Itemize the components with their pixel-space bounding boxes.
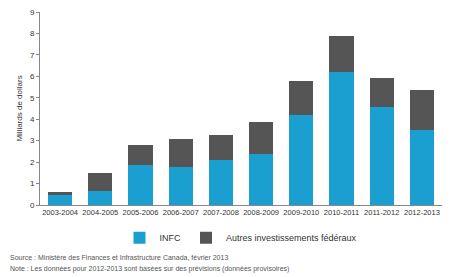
svg-text:5: 5	[30, 94, 35, 103]
svg-text:Autres investissements fédérau: Autres investissements fédéraux	[226, 233, 357, 243]
svg-text:9: 9	[30, 8, 35, 17]
svg-text:8: 8	[30, 29, 35, 38]
svg-text:2006-2007: 2006-2007	[163, 208, 199, 217]
svg-text:1: 1	[30, 179, 35, 188]
svg-text:3: 3	[30, 136, 35, 145]
svg-text:2012-2013: 2012-2013	[404, 208, 440, 217]
svg-text:2011-2012: 2011-2012	[364, 208, 399, 217]
svg-text:7: 7	[30, 51, 35, 60]
svg-text:2: 2	[30, 158, 35, 167]
svg-text:0: 0	[30, 201, 35, 210]
svg-text:Milliards de dollars: Milliards de dollars	[15, 75, 24, 141]
svg-text:Note : Les données pour 2012-2: Note : Les données pour 2012-2013 sont b…	[10, 265, 289, 273]
svg-text:2009-2010: 2009-2010	[283, 208, 319, 217]
svg-text:2003-2004: 2003-2004	[42, 208, 78, 217]
svg-text:2005-2006: 2005-2006	[123, 208, 159, 217]
svg-text:4: 4	[30, 115, 35, 124]
svg-text:Source : Ministère des Finance: Source : Ministère des Finances et Infra…	[10, 254, 228, 261]
svg-text:6: 6	[30, 72, 35, 81]
svg-text:2010-2011: 2010-2011	[324, 208, 359, 217]
svg-text:2007-2008: 2007-2008	[203, 208, 239, 217]
svg-text:INFC: INFC	[160, 233, 181, 243]
svg-text:2008-2009: 2008-2009	[243, 208, 279, 217]
svg-text:2004-2005: 2004-2005	[82, 208, 118, 217]
